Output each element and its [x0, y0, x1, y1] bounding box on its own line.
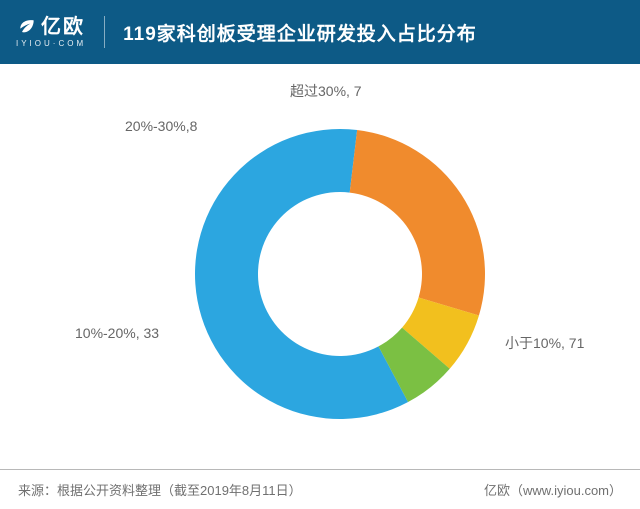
footer-brand: 亿欧（www.iyiou.com）	[484, 480, 622, 499]
chart-area: 小于10%, 71 10%-20%, 33 20%-30%,8 超过30%, 7	[0, 64, 640, 469]
card: 亿欧 IYIOU·COM 119家科创板受理企业研发投入占比分布 小于10%, …	[0, 0, 640, 509]
slice-label-10_20: 10%-20%, 33	[75, 325, 159, 341]
source-prefix: 来源：	[18, 483, 57, 498]
logo-text-cn: 亿欧	[41, 16, 85, 38]
slice-label-20_30: 20%-30%,8	[125, 118, 198, 134]
header-bar: 亿欧 IYIOU·COM 119家科创板受理企业研发投入占比分布	[0, 0, 640, 64]
brand-logo: 亿欧 IYIOU·COM	[16, 16, 105, 49]
source-text: 根据公开资料整理（截至2019年8月11日）	[57, 483, 302, 498]
slice-label-lt10: 小于10%, 71	[505, 335, 585, 351]
slice-label-gt30: 超过30%, 7	[290, 83, 362, 99]
leaf-icon	[17, 17, 37, 37]
source-line: 来源：根据公开资料整理（截至2019年8月11日）	[18, 480, 302, 499]
footer: 来源：根据公开资料整理（截至2019年8月11日） 亿欧（www.iyiou.c…	[0, 469, 640, 509]
logo-text-sub: IYIOU·COM	[16, 40, 86, 49]
chart-title: 119家科创板受理企业研发投入占比分布	[123, 19, 477, 46]
slice-10_20	[350, 130, 485, 315]
donut-chart: 小于10%, 71 10%-20%, 33 20%-30%,8 超过30%, 7	[0, 64, 640, 469]
